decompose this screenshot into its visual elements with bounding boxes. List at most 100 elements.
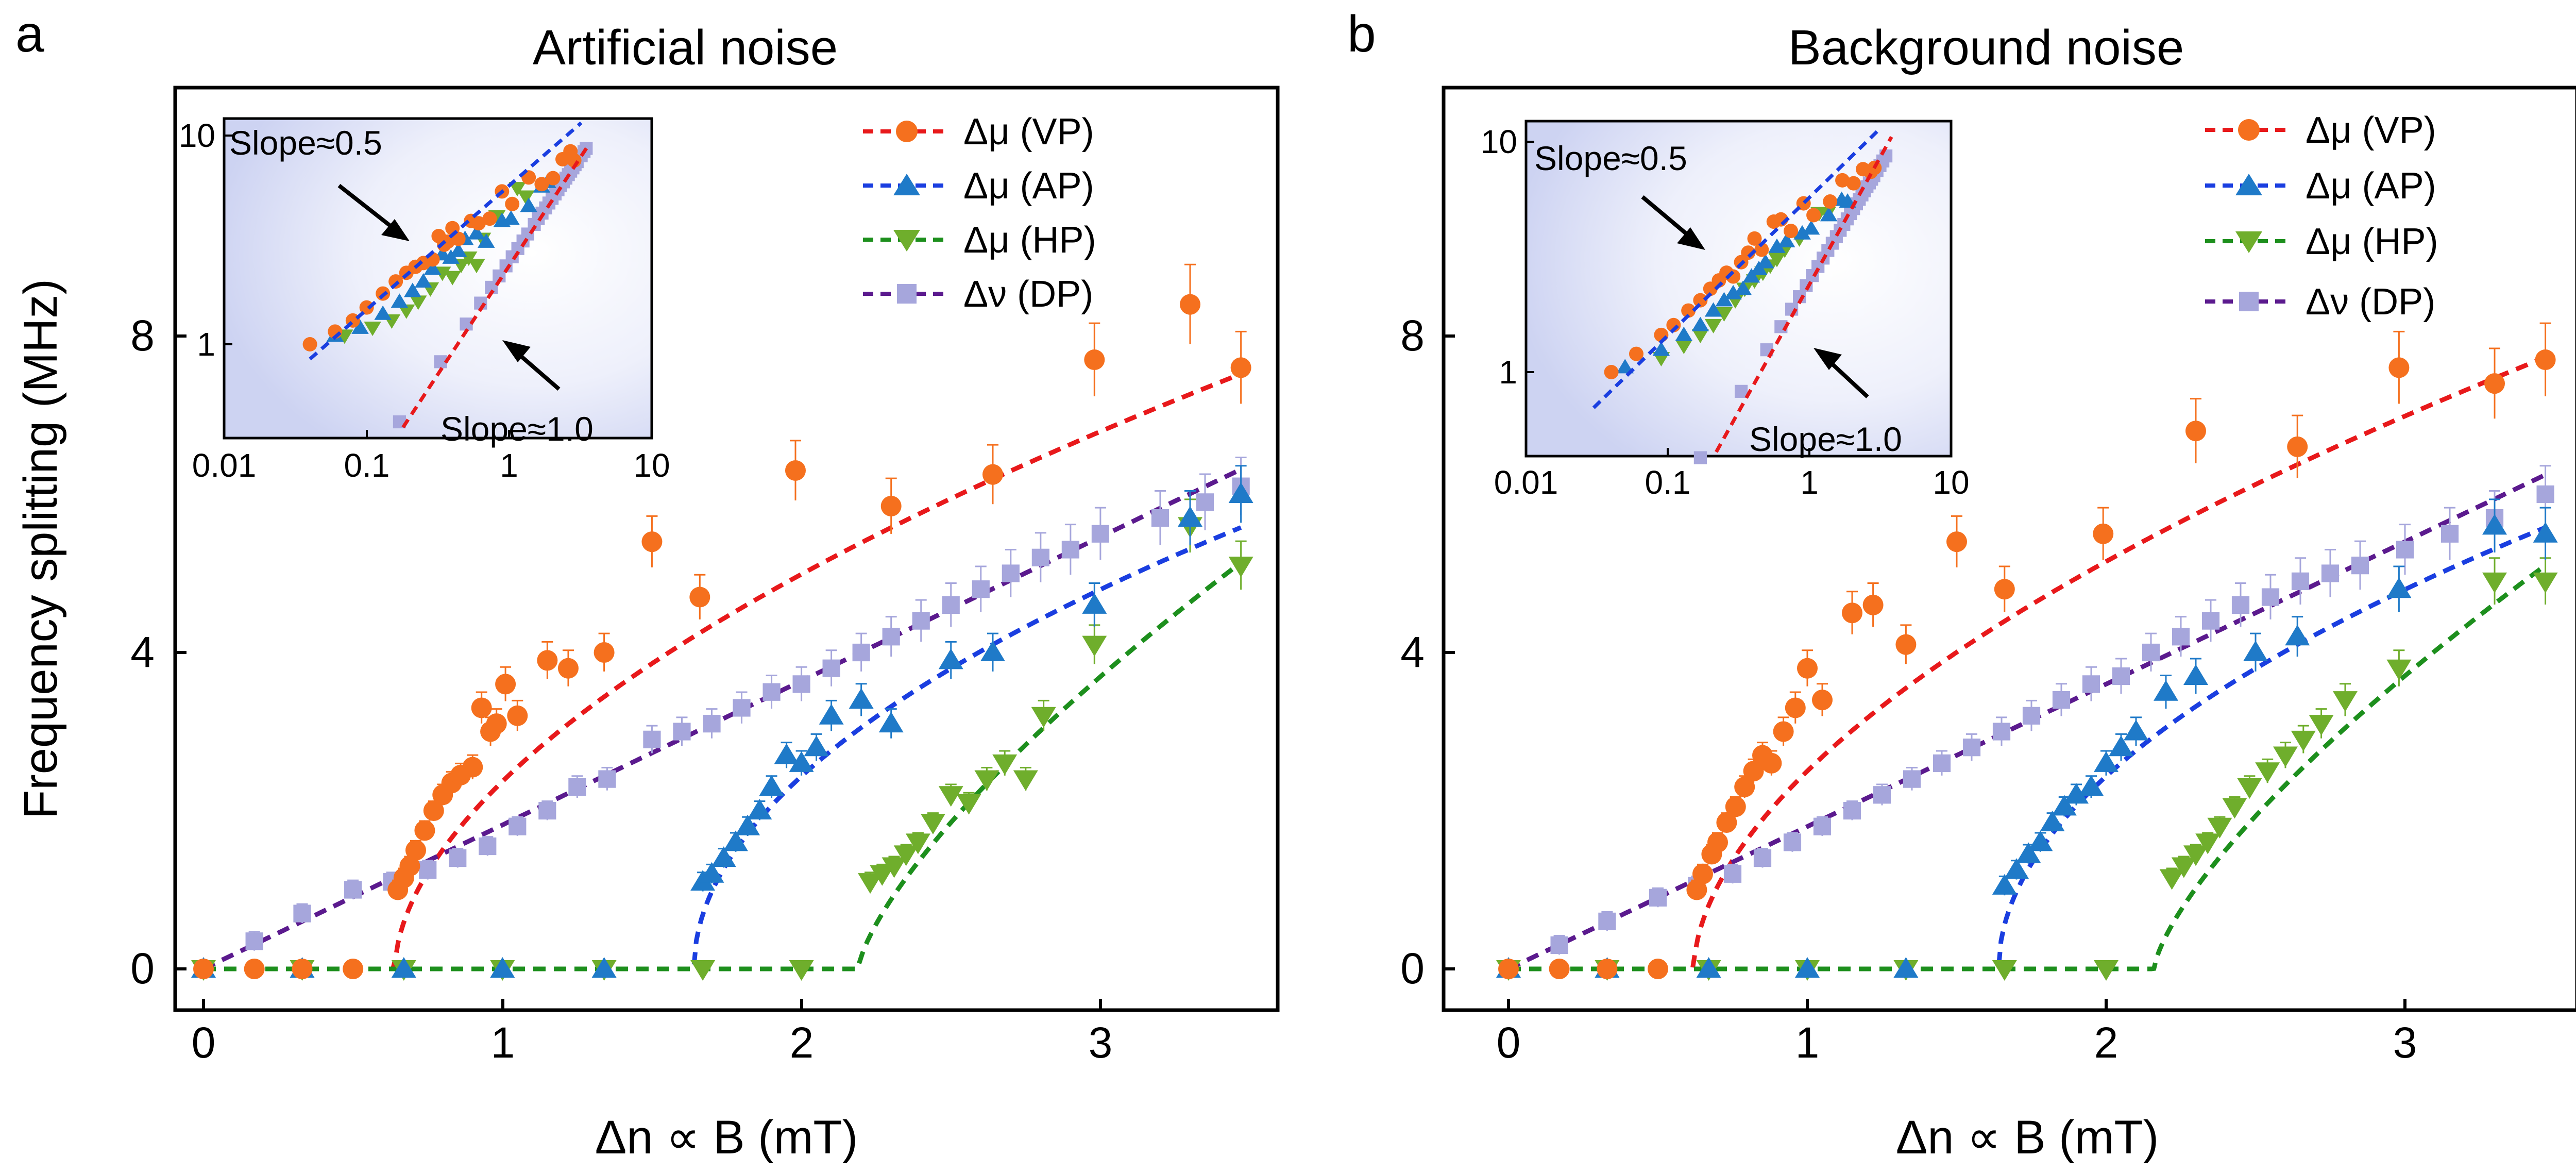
- point-dp-b-16: [2052, 691, 2071, 709]
- point-dp-a-6: [449, 849, 467, 867]
- inset-point-vp-a-23: [505, 196, 520, 211]
- inset-fit-line-1-b: [1715, 136, 1893, 453]
- inset-point-ap-b-18: [1793, 225, 1811, 240]
- x-ticks-b: 0 1 2 3: [1497, 999, 2417, 1067]
- point-dp-a-16: [762, 683, 781, 701]
- inset-annotation-lower-b: Slope≈1.0: [1749, 420, 1902, 458]
- point-hp-b-13: [2237, 778, 2262, 799]
- inset-b: 0.01 0.1 1 10 1 10 Slope≈0.5 Slope≈1.0: [1481, 120, 1970, 501]
- x-tick-label-1-b: 1: [1795, 1018, 1820, 1067]
- panel-title-a: Artificial noise: [533, 20, 838, 75]
- point-ap-a-9: [735, 814, 760, 835]
- point-hp-a-8: [870, 865, 895, 886]
- inset-y-label-1-b: 1: [1499, 354, 1517, 391]
- point-vp-a-29: [1230, 357, 1251, 378]
- point-ap-b-10: [2052, 795, 2077, 816]
- point-vp-b-26: [2388, 357, 2410, 378]
- inset-point-ap-a-10: [414, 273, 432, 288]
- panel-title-b: Background noise: [1788, 20, 2184, 75]
- inset-point-ap-b-20: [1820, 207, 1838, 222]
- inset-annotation-upper-b: Slope≈0.5: [1534, 139, 1687, 177]
- legend-item-vp-b: Δμ (VP): [2205, 110, 2436, 151]
- point-ap-b-9: [2040, 811, 2065, 832]
- point-vp-a-14: [471, 697, 492, 718]
- inset-point-vp-a-4: [302, 337, 317, 351]
- point-hp-a-13: [938, 786, 963, 807]
- inset-arrow-upper-b: [1641, 195, 1689, 237]
- point-ap-a-21: [1177, 506, 1202, 527]
- point-ap-a-6: [699, 862, 724, 883]
- point-ap-a-15: [819, 703, 844, 725]
- point-ap-b-3: [1795, 957, 1820, 978]
- fit-line-ap-a: [204, 525, 1242, 971]
- point-dp-a-23: [972, 580, 990, 598]
- y-tick-label-0-b: 0: [1400, 944, 1425, 993]
- point-vp-a-27: [1084, 349, 1105, 371]
- inset-point-ap-a-20: [520, 197, 537, 212]
- legend-marker-ap-a: [893, 174, 920, 195]
- point-dp-a-1: [245, 932, 263, 950]
- inset-ticks-a: 0.01 0.1 1 10 1 10: [179, 117, 670, 484]
- point-vp-a-24: [785, 460, 806, 481]
- panel-letter-a: a: [15, 5, 44, 63]
- point-vp-a-18: [507, 705, 528, 726]
- point-ap-b-4: [1893, 957, 1919, 978]
- x-axis-label-a: Δn ∝ B (mT): [595, 1111, 858, 1164]
- point-hp-b-18: [2333, 691, 2358, 712]
- fit-line-hp-b: [1509, 563, 2547, 971]
- inset-point-vp-a-7: [359, 300, 374, 315]
- point-vp-b-24: [2185, 421, 2206, 442]
- inset-point-vp-b-20: [1784, 224, 1799, 239]
- y-ticks-a: 0 4 8: [130, 311, 187, 993]
- inset-point-ap-b-19: [1802, 220, 1820, 235]
- inset-point-vp-b-25: [1846, 176, 1861, 191]
- y-tick-label-8-b: 8: [1400, 311, 1425, 360]
- point-dp-a-19: [852, 643, 870, 662]
- y-tick-label-0-a: 0: [130, 944, 155, 993]
- point-ap-a-10: [747, 799, 772, 819]
- point-dp-a-25: [1031, 548, 1049, 566]
- point-hp-b-20: [2482, 572, 2507, 593]
- inset-x-label-3-a: 10: [633, 447, 670, 484]
- point-vp-a-21: [594, 642, 615, 663]
- point-vp-b-18: [1842, 602, 1862, 624]
- panel-a: a Artificial noise 0 1 2 3 0 4 8 Δn ∝ B …: [15, 5, 1280, 1164]
- point-hp-a-17: [1013, 770, 1038, 791]
- inset-arrow-upper-a: [337, 183, 393, 229]
- inset-point-ap-a-19: [502, 210, 520, 225]
- point-dp-a-8: [509, 817, 527, 835]
- fit-line-dp-b: [1507, 473, 2547, 971]
- point-dp-a-2: [293, 904, 311, 923]
- y-axis-label: Frequency splitting (MHz): [14, 279, 67, 819]
- point-dp-b-27: [2396, 541, 2414, 559]
- inset-x-label-1-b: 0.1: [1645, 464, 1691, 501]
- point-vp-a-6: [399, 856, 420, 877]
- point-vp-b-9: [1725, 796, 1746, 817]
- inset-point-ap-b-6: [1652, 341, 1670, 356]
- point-vp-a-3: [343, 959, 364, 979]
- point-ap-a-22: [1228, 482, 1253, 503]
- legend-marker-ap-b: [2235, 174, 2262, 195]
- point-dp-b-19: [2142, 643, 2160, 662]
- y-tick-label-4-b: 4: [1400, 628, 1425, 676]
- point-vp-a-8: [414, 820, 435, 841]
- point-dp-b-28: [2441, 525, 2459, 543]
- point-dp-a-5: [419, 861, 437, 879]
- point-hp-b-16: [2291, 730, 2316, 751]
- inset-x-label-0-a: 0.01: [192, 447, 257, 484]
- inset-frame-a: [223, 117, 653, 440]
- inset-point-vp-b-22: [1806, 208, 1821, 223]
- point-dp-a-11: [598, 770, 616, 788]
- inset-point-ap-a-17: [477, 233, 495, 248]
- point-vp-b-27: [2484, 373, 2505, 394]
- legend-label-vp-a: Δμ (VP): [963, 111, 1094, 153]
- point-ap-b-13: [2094, 751, 2119, 772]
- legend-item-dp-a: Δν (DP): [863, 274, 1093, 315]
- point-vp-b-17: [1812, 690, 1833, 711]
- point-dp-a-15: [733, 699, 751, 717]
- inset-ticks-b: 0.01 0.1 1 10 1 10: [1481, 123, 1970, 501]
- point-dp-b-15: [2022, 707, 2041, 725]
- y-tick-label-8-a: 8: [130, 311, 155, 360]
- point-vp-a-25: [880, 496, 902, 517]
